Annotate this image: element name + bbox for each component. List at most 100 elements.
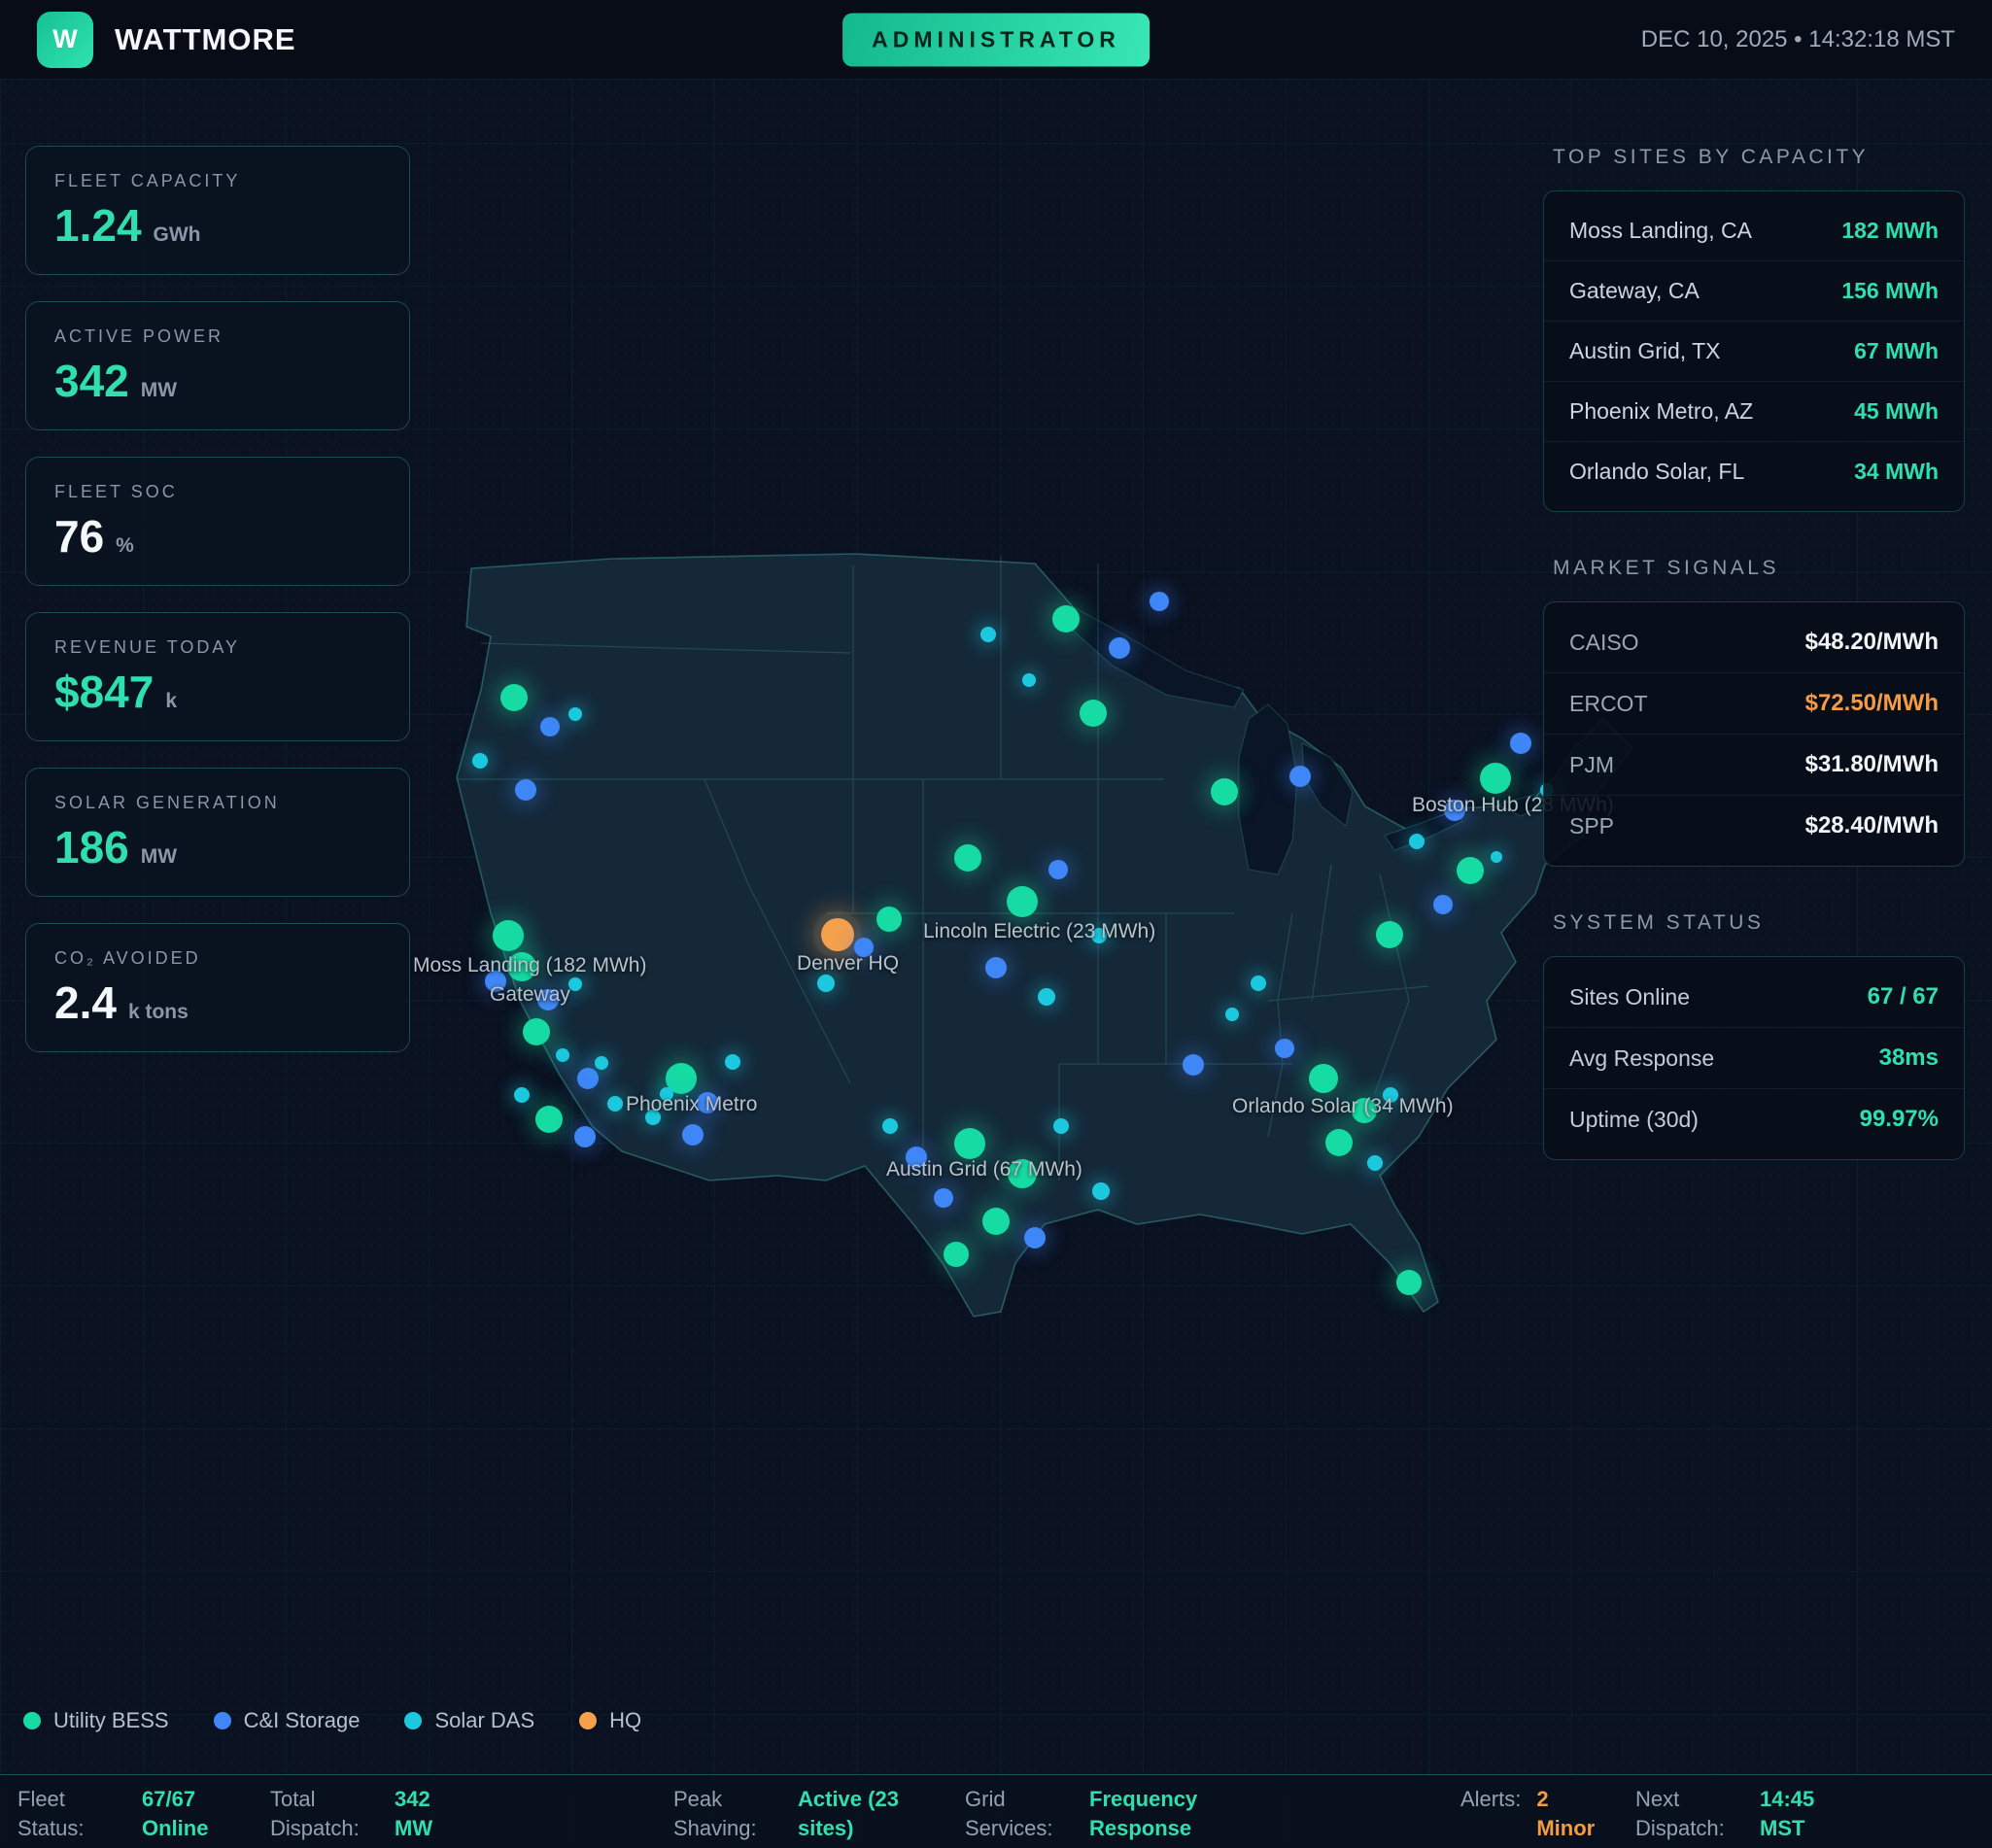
site-dot-utility-bess[interactable] xyxy=(493,920,524,951)
site-dot-ci-storage[interactable] xyxy=(540,717,560,736)
site-label: Denver HQ xyxy=(797,952,900,975)
site-dot-hq[interactable] xyxy=(821,918,854,951)
kpi-unit: MW xyxy=(140,379,178,401)
site-dot-solar-das[interactable] xyxy=(1038,988,1055,1006)
site-dot-utility-bess[interactable] xyxy=(954,1128,985,1159)
site-dot-solar-das[interactable] xyxy=(980,627,996,642)
legend-dot-icon xyxy=(579,1712,598,1729)
top-site-row: Austin Grid, TX 67 MWh xyxy=(1544,321,1964,381)
site-dot-solar-das[interactable] xyxy=(1409,834,1425,849)
kpi-label: FLEET CAPACITY xyxy=(54,171,241,190)
statusbar-label: Grid Services: xyxy=(965,1787,1053,1840)
statusbar-value: Active (23 sites) xyxy=(798,1787,899,1840)
site-dot-utility-bess[interactable] xyxy=(944,1242,969,1267)
kpi-value-row: 1.24 GWh xyxy=(54,203,381,248)
site-dot-ci-storage[interactable] xyxy=(537,989,559,1010)
site-label: Austin Grid (67 MWh) xyxy=(886,1158,1082,1181)
site-dot-utility-bess[interactable] xyxy=(1325,1129,1353,1156)
site-dot-ci-storage[interactable] xyxy=(985,957,1007,978)
site-dot-utility-bess[interactable] xyxy=(1457,857,1484,884)
site-dot-solar-das[interactable] xyxy=(1053,1118,1069,1134)
site-dot-solar-das[interactable] xyxy=(568,977,582,991)
site-dot-ci-storage[interactable] xyxy=(1289,766,1311,787)
site-dot-ci-storage[interactable] xyxy=(1444,800,1465,821)
site-dot-utility-bess[interactable] xyxy=(1352,1098,1377,1123)
site-dot-ci-storage[interactable] xyxy=(515,779,536,801)
site-dot-solar-das[interactable] xyxy=(817,975,835,992)
site-dot-utility-bess[interactable] xyxy=(1376,921,1403,948)
statusbar-item-3: Grid Services: Frequency Response xyxy=(965,1785,1460,1848)
site-label: Gateway xyxy=(490,983,570,1006)
kpi-unit: k xyxy=(165,690,178,712)
site-dot-solar-das[interactable] xyxy=(645,1110,661,1125)
site-dot-solar-das[interactable] xyxy=(725,1054,740,1070)
kpi-value-row: 76% xyxy=(54,514,381,559)
site-dot-solar-das[interactable] xyxy=(514,1087,530,1103)
site-dot-solar-das[interactable] xyxy=(595,1056,608,1070)
site-dot-ci-storage[interactable] xyxy=(1433,895,1453,914)
site-dot-utility-bess[interactable] xyxy=(1080,700,1107,727)
brand: W WATTMORE xyxy=(37,11,296,68)
site-dot-utility-bess[interactable] xyxy=(1309,1064,1338,1093)
site-dot-solar-das[interactable] xyxy=(1092,1182,1110,1200)
site-dot-ci-storage[interactable] xyxy=(1150,592,1169,611)
statusbar-item-5: Next Dispatch: 14:45 MST xyxy=(1635,1785,1992,1848)
site-dot-ci-storage[interactable] xyxy=(574,1126,596,1147)
site-dot-ci-storage[interactable] xyxy=(577,1068,599,1089)
site-dot-utility-bess[interactable] xyxy=(1480,763,1511,794)
market-price: $72.50/MWh xyxy=(1804,690,1939,716)
site-dot-ci-storage[interactable] xyxy=(1275,1039,1294,1058)
site-dot-utility-bess[interactable] xyxy=(500,684,528,711)
site-dot-utility-bess[interactable] xyxy=(507,952,536,981)
site-dot-utility-bess[interactable] xyxy=(1007,886,1038,917)
site-label: Moss Landing (182 MWh) xyxy=(413,954,647,976)
site-dot-ci-storage[interactable] xyxy=(934,1188,953,1208)
top-bar: W WATTMORE ADMINISTRATOR DEC 10, 2025 • … xyxy=(0,0,1992,80)
site-dot-ci-storage[interactable] xyxy=(854,938,874,957)
site-dot-ci-storage[interactable] xyxy=(1109,637,1130,659)
statusbar-label: Total Dispatch: xyxy=(270,1787,360,1840)
site-label: Phoenix Metro xyxy=(626,1093,758,1115)
site-dot-solar-das[interactable] xyxy=(660,1087,673,1101)
site-dot-solar-das[interactable] xyxy=(1491,851,1502,863)
site-dot-solar-das[interactable] xyxy=(1367,1155,1383,1171)
site-dot-utility-bess[interactable] xyxy=(523,1018,550,1045)
top-site-name: Phoenix Metro, AZ xyxy=(1569,398,1754,424)
site-dot-utility-bess[interactable] xyxy=(1008,1159,1037,1188)
statusbar-label: Peak Shaving: xyxy=(673,1787,757,1840)
site-dot-ci-storage[interactable] xyxy=(485,971,506,992)
site-dot-ci-storage[interactable] xyxy=(1183,1054,1204,1076)
site-dot-utility-bess[interactable] xyxy=(1211,778,1238,805)
site-dot-solar-das[interactable] xyxy=(472,753,488,769)
site-dot-solar-das[interactable] xyxy=(1022,673,1036,687)
site-dot-utility-bess[interactable] xyxy=(954,844,981,872)
site-dot-solar-das[interactable] xyxy=(1383,1087,1398,1103)
site-dot-utility-bess[interactable] xyxy=(982,1208,1010,1235)
site-dot-utility-bess[interactable] xyxy=(876,907,902,932)
site-dot-ci-storage[interactable] xyxy=(906,1146,927,1168)
site-dot-solar-das[interactable] xyxy=(607,1096,623,1112)
kpi-card-0: FLEET CAPACITY 1.24 GWh xyxy=(25,146,410,275)
site-dot-ci-storage[interactable] xyxy=(697,1092,718,1113)
site-dot-solar-das[interactable] xyxy=(568,707,582,721)
us-fleet-map: Moss Landing (182 MWh) Gateway Phoenix Met… xyxy=(321,457,1642,1419)
site-dot-solar-das[interactable] xyxy=(1091,928,1107,943)
statusbar-value: 2 Minor xyxy=(1536,1787,1596,1840)
site-dot-solar-das[interactable] xyxy=(1225,1008,1239,1021)
kpi-value-row: 2.4 k tons xyxy=(54,980,381,1025)
site-dot-solar-das[interactable] xyxy=(1251,975,1266,991)
us-landmass xyxy=(456,553,1634,1318)
site-dot-ci-storage[interactable] xyxy=(682,1124,704,1146)
site-dot-ci-storage[interactable] xyxy=(1024,1227,1046,1249)
site-dot-solar-das[interactable] xyxy=(556,1048,569,1062)
site-dot-utility-bess[interactable] xyxy=(1396,1270,1422,1295)
site-dot-ci-storage[interactable] xyxy=(1510,733,1531,754)
site-dot-solar-das[interactable] xyxy=(882,1118,898,1134)
legend-dot-icon xyxy=(213,1712,231,1729)
statusbar-item-0: Fleet Status: 67/67 Online xyxy=(17,1785,270,1848)
site-dot-utility-bess[interactable] xyxy=(535,1106,563,1133)
kpi-value-row: 342 MW xyxy=(54,359,381,403)
site-dot-ci-storage[interactable] xyxy=(1048,860,1068,879)
site-dot-utility-bess[interactable] xyxy=(1052,605,1080,633)
kpi-card-3: REVENUE TODAY $847 k xyxy=(25,612,410,741)
